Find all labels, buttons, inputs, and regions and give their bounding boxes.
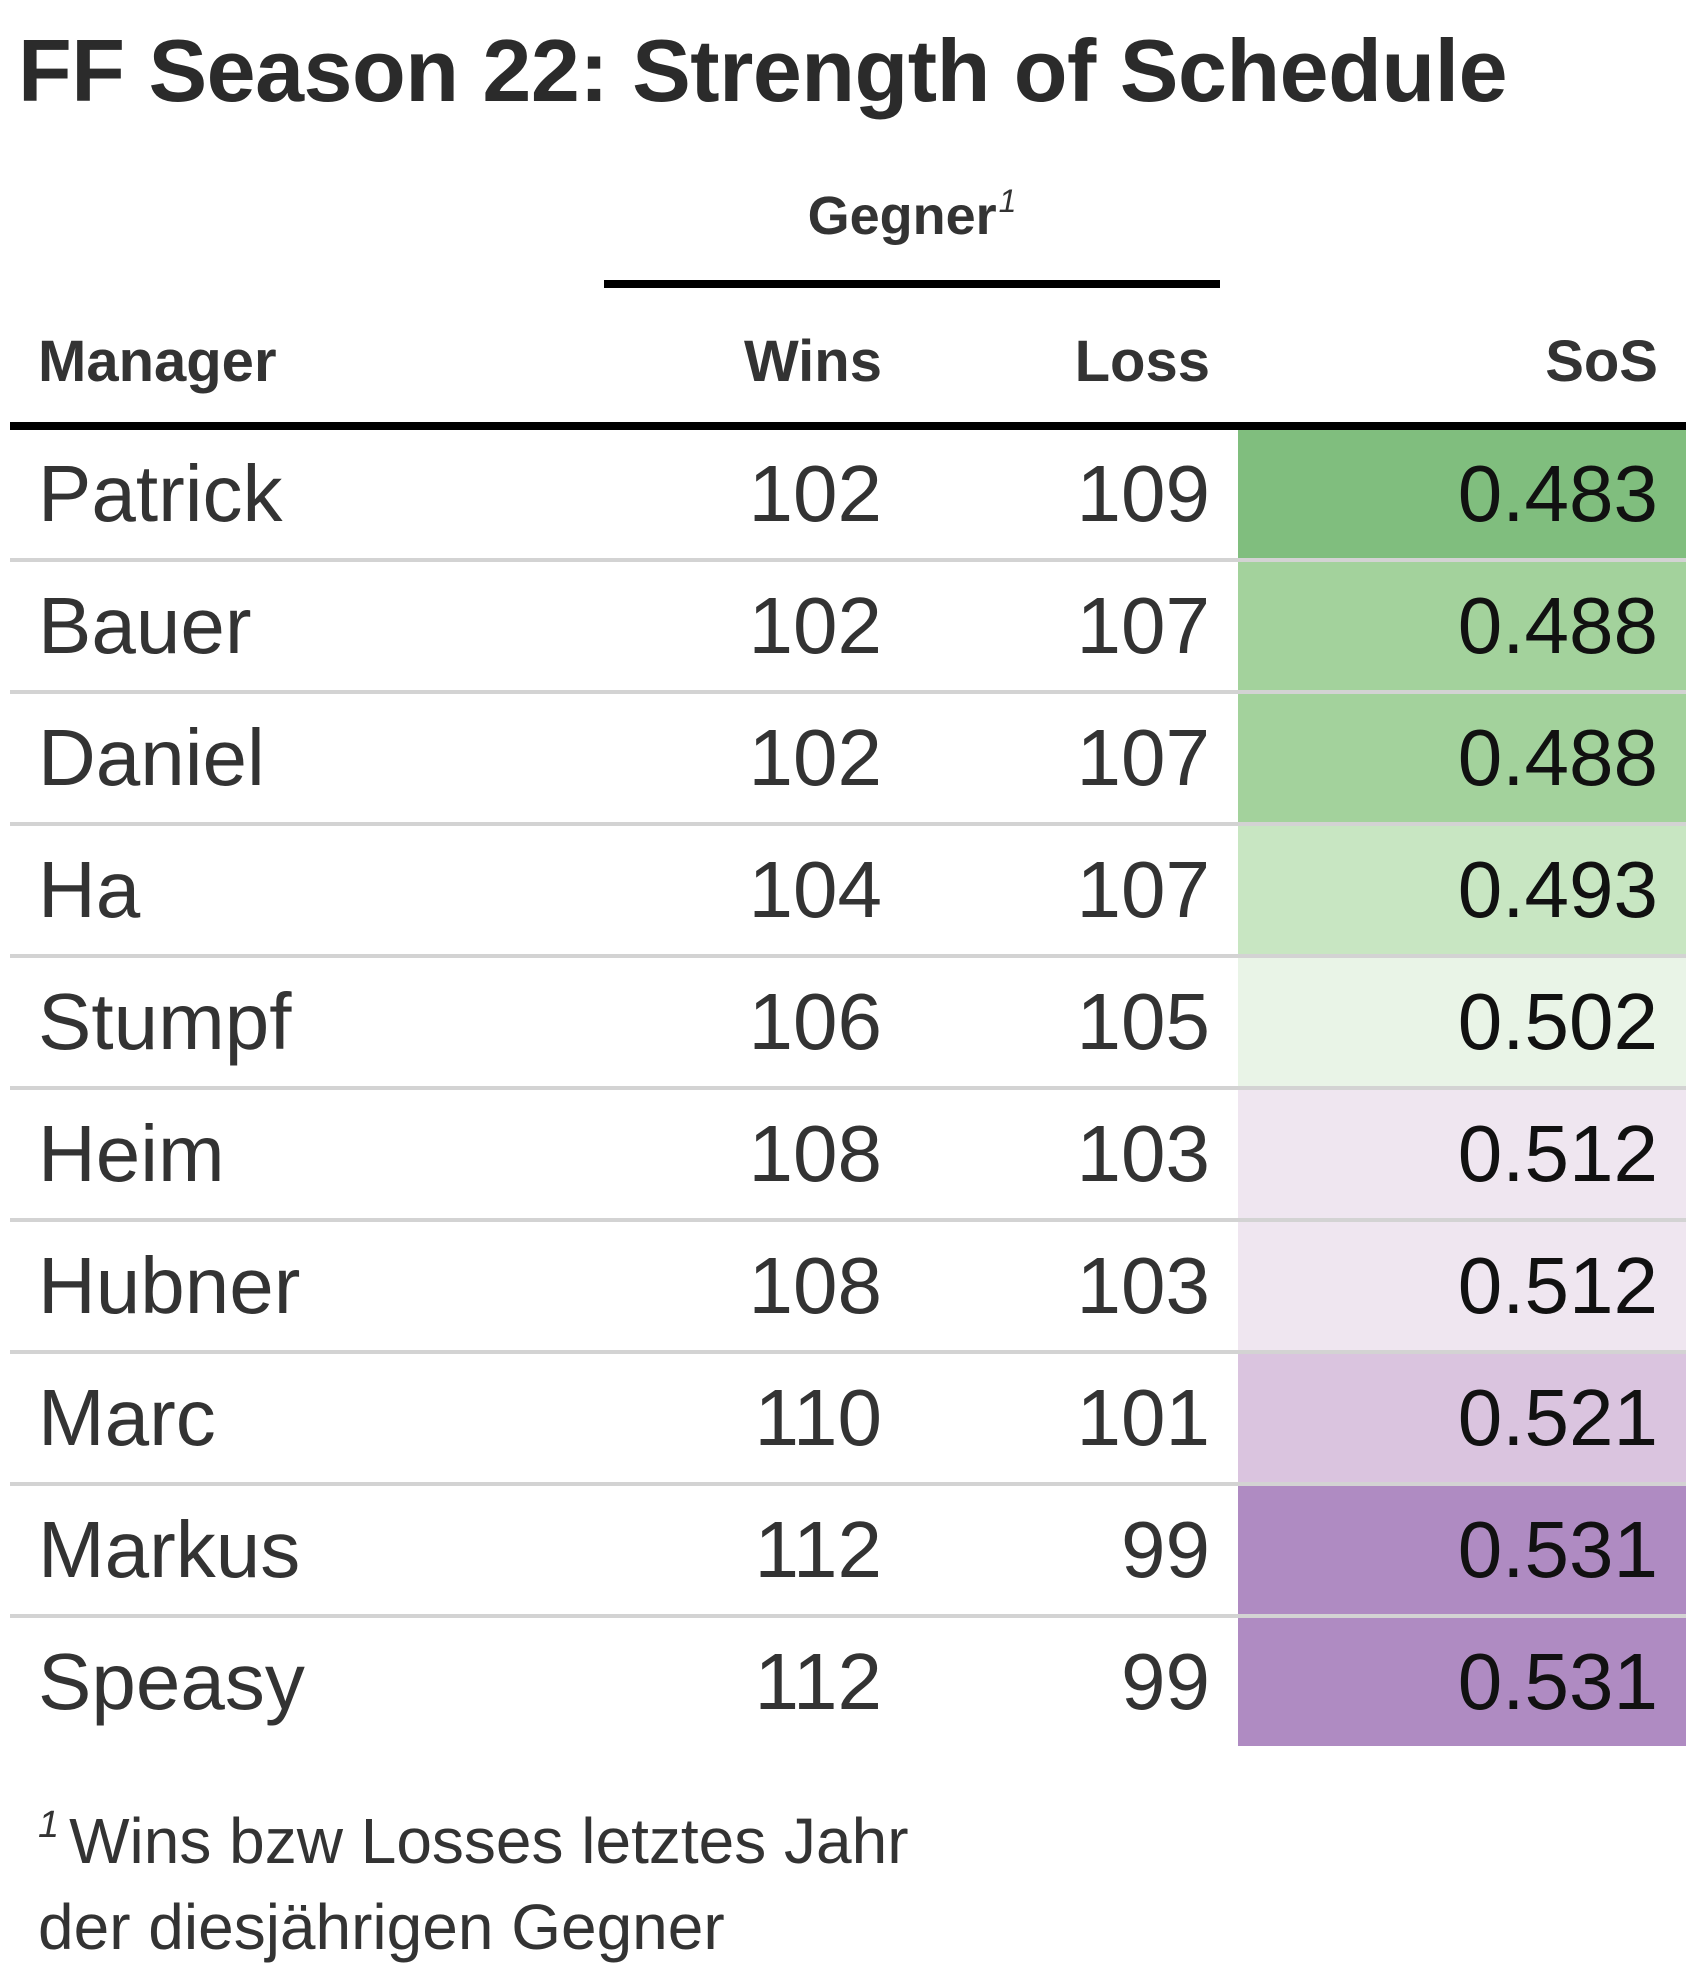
cell-manager: Markus (10, 1484, 602, 1618)
cell-manager: Bauer (10, 560, 602, 694)
cell-loss: 109 (910, 426, 1238, 562)
cell-manager: Speasy (38, 1637, 305, 1726)
cell-loss: 99 (910, 1484, 1238, 1618)
header-sos: SoS (1238, 300, 1686, 430)
cell-sos: 0.493 (1238, 824, 1686, 958)
footnote-line-1: Wins bzw Losses letztes Jahr (69, 1805, 909, 1877)
cell-loss: 103 (910, 1220, 1238, 1354)
table-row: Marc 110 101 0.521 (10, 1352, 1686, 1486)
cell-manager: Marc (10, 1352, 602, 1486)
cell-loss: 107 (910, 560, 1238, 694)
table-row: Bauer 102 107 0.488 (10, 560, 1686, 694)
table-row: Heim 108 103 0.512 (10, 1088, 1686, 1222)
footnote: 1 Wins bzw Losses letztes Jahr der diesjä… (38, 1782, 1138, 1970)
cell-wins: 104 (602, 824, 910, 958)
table-row: Markus 112 99 0.531 (10, 1484, 1686, 1618)
cell-sos: 0.488 (1238, 692, 1686, 826)
cell-wins: 112 (602, 1484, 910, 1618)
cell-loss: 103 (910, 1088, 1238, 1222)
cell-wins: 110 (602, 1352, 910, 1486)
table-row: Daniel 102 107 0.488 (10, 692, 1686, 826)
cell-sos: 0.531 (1238, 1616, 1686, 1746)
cell-wins: 106 (602, 956, 910, 1090)
cell-manager: Heim (10, 1088, 602, 1222)
table-body: Patrick 102 109 0.483 Bauer 102 107 0.488 Daniel… (10, 426, 1686, 1746)
cell-sos: 0.483 (1238, 426, 1686, 562)
table-row: Patrick 102 109 0.483 (10, 426, 1686, 562)
cell-sos: 0.512 (1238, 1088, 1686, 1222)
cell-sos: 0.488 (1238, 560, 1686, 694)
column-spanner-label: Gegner1 (604, 183, 1220, 247)
cell-manager: Daniel (10, 692, 602, 826)
table-row: Hubner 108 103 0.512 (10, 1220, 1686, 1354)
cell-loss: 105 (910, 956, 1238, 1090)
cell-wins: 102 (602, 560, 910, 694)
cell-loss: 99 (1121, 1637, 1210, 1726)
table-row: Ha 104 107 0.493 (10, 824, 1686, 958)
cell-loss: 101 (910, 1352, 1238, 1486)
cell-sos: 0.512 (1238, 1220, 1686, 1354)
spanner-footnote-mark: 1 (998, 183, 1017, 219)
header-wins: Wins (602, 300, 910, 430)
cell-manager: Ha (10, 824, 602, 958)
cell-sos: 0.521 (1238, 1352, 1686, 1486)
header-row: Manager Wins Loss SoS (10, 300, 1686, 430)
table-row: Stumpf 106 105 0.502 (10, 956, 1686, 1090)
cell-wins: 102 (602, 426, 910, 562)
cell-sos: 0.502 (1238, 956, 1686, 1090)
cell-manager: Hubner (10, 1220, 602, 1354)
table-row: Speasy 112 99 0.531 (10, 1616, 1686, 1746)
column-spanner-rule (604, 280, 1220, 288)
header-loss: Loss (910, 300, 1238, 430)
cell-loss: 107 (910, 692, 1238, 826)
cell-wins: 112 (754, 1637, 882, 1726)
cell-wins: 108 (602, 1220, 910, 1354)
spanner-text: Gegner (807, 186, 997, 246)
cell-wins: 102 (602, 692, 910, 826)
table-title: FF Season 22: Strength of Schedule (18, 21, 1508, 120)
footnote-mark: 1 (38, 1804, 60, 1846)
strength-of-schedule-table: Manager Wins Loss SoS Patrick 102 109 0.483… (10, 300, 1686, 1746)
cell-sos: 0.531 (1238, 1484, 1686, 1618)
header-manager: Manager (10, 300, 602, 430)
cell-manager: Patrick (10, 426, 602, 562)
cell-wins: 108 (602, 1088, 910, 1222)
cell-manager: Stumpf (10, 956, 602, 1090)
cell-loss: 107 (910, 824, 1238, 958)
footnote-line-2: der diesjährigen Gegner (38, 1891, 725, 1963)
